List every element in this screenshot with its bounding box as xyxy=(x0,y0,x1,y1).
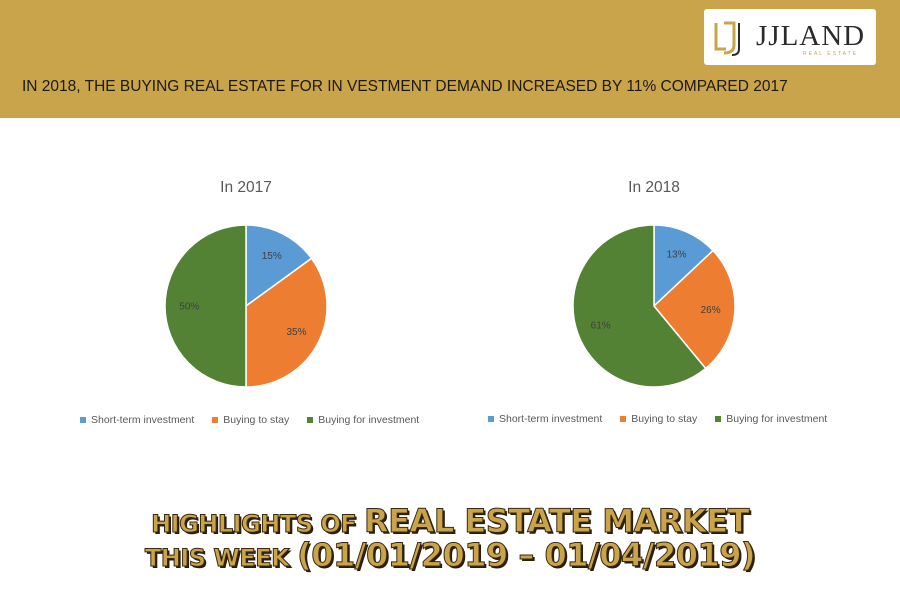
header-banner: JJLAND REAL ESTATE IN 2018, THE BUYING R… xyxy=(0,0,900,118)
jjland-logo-icon xyxy=(714,21,740,56)
chart-2018-title: In 2018 xyxy=(628,179,680,196)
legend-swatch xyxy=(620,416,627,422)
legend-item-short-term-investment: Short-term investment xyxy=(80,414,194,426)
chart-2018-pie: 13% 26% 61% xyxy=(572,224,736,388)
chart-2017-pie: 15% 35% 50% xyxy=(164,224,328,388)
pie-data-label: 13% xyxy=(667,249,687,260)
legend-swatch xyxy=(307,417,314,423)
legend-swatch xyxy=(715,416,722,422)
pie-data-label: 50% xyxy=(179,302,199,313)
pie-slice-buying-for-investment xyxy=(572,224,707,388)
headline: IN 2018, THE BUYING REAL ESTATE FOR IN V… xyxy=(22,78,788,95)
legend-swatch xyxy=(488,416,494,422)
highlight-line-2-small: THIS WEEK xyxy=(144,544,298,573)
legend-label: Buying for investment xyxy=(726,413,828,425)
chart-2017-legend: Short-term investment Buying to stay Buyin… xyxy=(80,414,419,426)
pie-slice-buying-for-investment xyxy=(164,224,247,388)
legend-label: Buying to stay xyxy=(223,414,290,426)
logo-name: JJLAND xyxy=(756,20,866,52)
highlight-line-1-big: REAL ESTATE MARKET xyxy=(364,502,750,541)
legend-label: Short-term investment xyxy=(91,414,195,426)
highlight-line-2-big: (01/01/2019 – 01/04/2019) xyxy=(297,536,757,575)
pie-slice-buying-to-stay xyxy=(652,249,736,370)
legend-label: Buying for investment xyxy=(318,414,420,426)
legend-item-short-term-investment: Short-term investment xyxy=(488,413,602,425)
legend-swatch xyxy=(80,417,86,423)
pie-slice-short-term-investment xyxy=(653,224,715,308)
chart-2017-title: In 2017 xyxy=(220,179,272,196)
pie-slice-short-term-investment xyxy=(245,224,313,308)
legend-item-buying-for-investment: Buying for investment xyxy=(307,414,419,426)
legend-label: Short-term investment xyxy=(499,413,603,425)
logo-subtitle: REAL ESTATE xyxy=(803,51,858,57)
pie-data-label: 26% xyxy=(701,305,721,316)
legend-label: Buying to stay xyxy=(631,413,698,425)
pie-data-label: 35% xyxy=(287,327,307,338)
highlight-line-1-small: HIGHLIGHTS OF xyxy=(151,510,365,539)
legend-item-buying-to-stay: Buying to stay xyxy=(212,414,289,426)
highlight-line-1: HIGHLIGHTS OF REAL ESTATE MARKET xyxy=(0,502,900,541)
jjland-logo[interactable]: JJLAND REAL ESTATE xyxy=(704,9,876,65)
pie-data-label: 61% xyxy=(591,321,611,332)
pie-slice-buying-to-stay xyxy=(245,257,328,388)
highlight-line-2: THIS WEEK (01/01/2019 – 01/04/2019) xyxy=(0,536,900,575)
pie-data-label: 15% xyxy=(262,251,282,262)
legend-swatch xyxy=(212,417,219,423)
chart-2018-legend: Short-term investment Buying to stay Buyin… xyxy=(488,413,827,425)
legend-item-buying-to-stay: Buying to stay xyxy=(620,413,697,425)
legend-item-buying-for-investment: Buying for investment xyxy=(715,413,827,425)
